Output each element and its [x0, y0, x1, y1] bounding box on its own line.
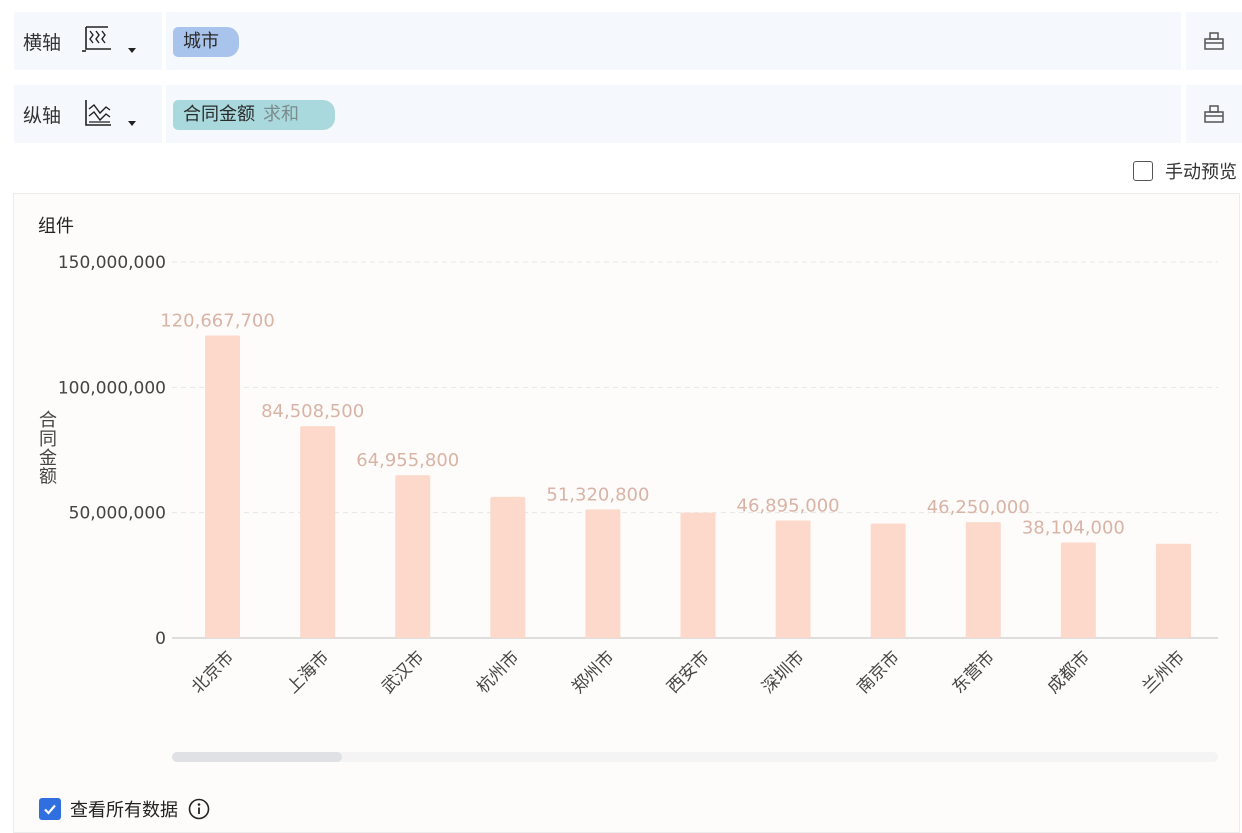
x-tick-label: 上海市 [283, 647, 333, 697]
y-axis-tool-button[interactable] [1186, 85, 1242, 143]
x-tick-label: 成都市 [1044, 647, 1094, 697]
x-axis-row: 横轴 城市 [14, 12, 1242, 70]
x-tick-label: 北京市 [188, 647, 238, 697]
bar [300, 426, 336, 638]
data-label: 38,104,000 [1022, 517, 1125, 538]
x-axis-field-label: 城市 [183, 31, 219, 52]
y-axis-title: 合同金额 [39, 410, 57, 488]
data-label: 64,955,800 [356, 450, 459, 471]
x-tick-label: 西安市 [663, 647, 713, 697]
bar [490, 496, 526, 638]
y-axis-aggregation: 求和 [263, 104, 299, 125]
y-axis-dropdown-caret-icon[interactable] [128, 121, 136, 126]
x-axis-field-pill[interactable]: 城市 [173, 27, 239, 57]
x-axis-label-cell[interactable]: 横轴 [14, 12, 162, 70]
y-tick-label: 0 [155, 629, 166, 649]
bar [965, 522, 1001, 638]
data-label: 84,508,500 [261, 401, 364, 422]
manual-preview-label: 手动预览 [1165, 162, 1237, 183]
x-tick-label: 深圳市 [758, 647, 808, 697]
x-tick-label: 南京市 [854, 647, 904, 697]
x-tick-label: 东营市 [949, 647, 999, 697]
x-axis-dropdown-caret-icon[interactable] [128, 48, 136, 53]
x-tick-label: 杭州市 [473, 647, 523, 697]
bar [585, 509, 621, 638]
manual-preview-checkbox[interactable] [1133, 161, 1153, 181]
component-title: 组件 [38, 216, 74, 237]
x-axis-dimension-icon[interactable] [80, 24, 114, 58]
bar [1155, 543, 1191, 638]
y-axis-label-cell[interactable]: 纵轴 [14, 85, 162, 143]
bar [680, 512, 716, 638]
y-tick-label: 50,000,000 [69, 504, 166, 524]
y-axis-row: 纵轴 合同金额 求和 [14, 85, 1242, 143]
view-all-data-label: 查看所有数据 [70, 800, 178, 821]
y-tick-label: 150,000,000 [58, 253, 166, 273]
x-axis-label: 横轴 [23, 31, 62, 54]
bar [870, 523, 906, 638]
checkmark-icon [44, 804, 56, 815]
view-all-data-toggle[interactable]: 查看所有数据 [39, 797, 210, 821]
x-tick-label: 郑州市 [568, 647, 618, 697]
view-all-data-checkbox[interactable] [39, 798, 61, 820]
bar [1060, 542, 1096, 638]
data-label: 46,250,000 [927, 497, 1030, 518]
hierarchy-icon [1204, 32, 1224, 50]
chart-scrollbar-track[interactable] [172, 752, 1218, 762]
info-icon[interactable] [188, 798, 210, 820]
data-label: 51,320,800 [546, 484, 649, 505]
y-axis-field-label: 合同金额 [183, 104, 255, 125]
hierarchy-icon [1204, 105, 1224, 123]
y-axis-field-drop-zone[interactable]: 合同金额 求和 [166, 85, 1181, 143]
data-label: 46,895,000 [737, 495, 840, 516]
data-label: 120,667,700 [160, 311, 275, 332]
x-tick-label: 兰州市 [1139, 647, 1189, 697]
bar [205, 335, 241, 638]
x-axis-field-drop-zone[interactable]: 城市 [166, 12, 1181, 70]
y-axis-label: 纵轴 [23, 104, 62, 127]
manual-preview-toggle[interactable]: 手动预览 [1133, 159, 1237, 183]
y-axis-measure-icon[interactable] [80, 97, 114, 131]
x-tick-label: 武汉市 [378, 647, 428, 697]
chart-scrollbar-thumb[interactable] [172, 752, 342, 762]
x-axis-tool-button[interactable] [1186, 12, 1242, 70]
bar [395, 475, 431, 638]
bar [775, 520, 811, 638]
y-axis-field-pill[interactable]: 合同金额 求和 [173, 100, 335, 130]
y-tick-label: 100,000,000 [58, 378, 166, 398]
